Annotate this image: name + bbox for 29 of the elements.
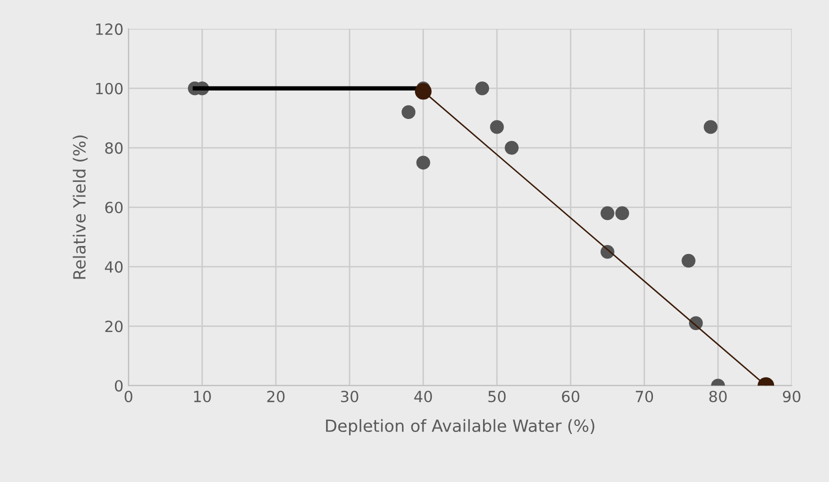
y-tick-label: 100 xyxy=(96,82,123,94)
point xyxy=(682,254,696,268)
x-tick-label: 0 xyxy=(124,390,132,402)
y-tick-label: 20 xyxy=(105,320,123,332)
point xyxy=(475,81,490,96)
x-tick-label: 20 xyxy=(267,390,285,402)
y-axis-title: Relative Yield (%) xyxy=(72,136,88,279)
x-tick-label: 70 xyxy=(636,390,654,402)
point xyxy=(490,120,504,134)
x-tick-label: 10 xyxy=(194,390,211,402)
point xyxy=(615,206,630,220)
point xyxy=(600,206,614,220)
x-tick-label: 30 xyxy=(341,390,358,402)
point xyxy=(414,83,432,100)
point xyxy=(504,140,519,155)
y-tick-label: 80 xyxy=(105,142,123,154)
x-tick-label: 80 xyxy=(709,390,727,402)
x-tick-label: 40 xyxy=(414,390,432,402)
point xyxy=(402,105,416,120)
point xyxy=(704,120,718,134)
y-tick-label: 60 xyxy=(105,202,123,214)
y-tick-label: 40 xyxy=(104,261,123,273)
x-tick-label: 90 xyxy=(782,390,800,402)
x-axis-title: Depletion of Available Water (%) xyxy=(326,419,594,436)
y-tick-label: 0 xyxy=(114,380,123,392)
x-tick-label: 60 xyxy=(562,390,580,402)
x-tick-label: 50 xyxy=(488,390,506,402)
y-tick-label: 120 xyxy=(96,23,123,35)
point xyxy=(416,156,430,170)
